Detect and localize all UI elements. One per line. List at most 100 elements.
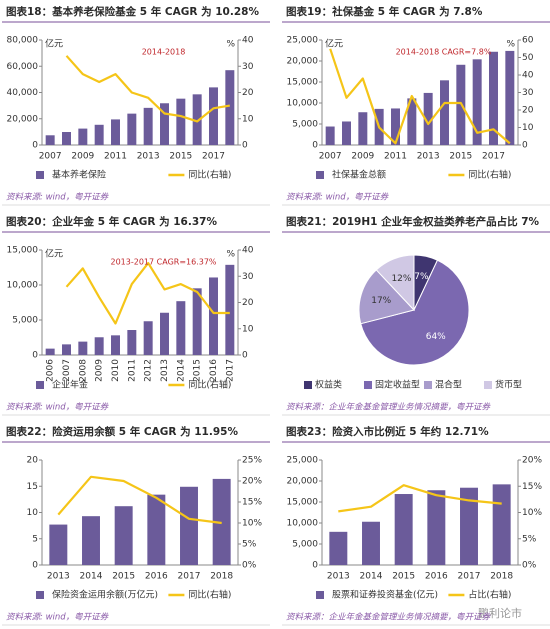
- x-tick-label: 2015: [169, 152, 192, 162]
- x-tick-label: 2015: [449, 152, 472, 162]
- bar: [192, 94, 202, 145]
- chart-title: 图表23：险资入市比例近 5 年约 12.71%: [286, 425, 489, 438]
- y2-tick-label: 10: [242, 324, 254, 334]
- y2-tick-label: 0: [242, 141, 248, 151]
- bar: [111, 119, 120, 145]
- bar: [45, 348, 55, 355]
- x-tick-label: 2013: [137, 152, 160, 162]
- legend-label: 基本养老保险: [52, 169, 106, 181]
- x-tick-label: 2012: [144, 359, 154, 382]
- x-tick-label: 2018: [210, 572, 233, 582]
- x-tick-label: 2015: [193, 359, 203, 382]
- y2-tick-label: 0%: [242, 561, 257, 571]
- bar: [192, 288, 202, 355]
- y2-tick-label: 40: [522, 71, 534, 81]
- x-tick-label: 2009: [71, 152, 94, 162]
- pie-slice: [375, 254, 415, 312]
- legend-swatch: [484, 381, 492, 389]
- legend-swatch: [36, 381, 44, 389]
- line-series: [65, 55, 230, 123]
- bar: [209, 87, 218, 145]
- legend-swatch: [364, 381, 372, 389]
- x-tick-label: 2009: [95, 359, 105, 382]
- x-tick-label: 2013: [160, 359, 170, 382]
- x-tick-label: 2017: [202, 152, 225, 162]
- y-tick-label: 80,000: [7, 36, 39, 46]
- x-tick-label: 2014: [176, 359, 186, 382]
- legend-label: 货币型: [495, 379, 522, 391]
- legend-label: 股票和证券投资基金(亿元): [332, 589, 438, 601]
- bar: [160, 312, 169, 355]
- x-tick-label: 2013: [327, 572, 350, 582]
- watermark: 鹏利论市: [478, 606, 522, 620]
- bar: [329, 531, 348, 565]
- bar: [342, 121, 351, 145]
- bar: [325, 126, 335, 145]
- y-unit: 亿元: [325, 38, 343, 50]
- bar: [180, 486, 198, 565]
- slice-label: 64%: [426, 332, 446, 342]
- x-tick-label: 2017: [482, 152, 505, 162]
- y2-tick-label: 0%: [522, 561, 537, 571]
- x-tick-label: 2009: [351, 152, 374, 162]
- legend-label: 企业年金: [52, 379, 88, 391]
- bar: [440, 80, 449, 145]
- y2-unit: %: [226, 40, 235, 50]
- y2-tick-label: 15%: [522, 482, 542, 492]
- bar: [423, 92, 433, 145]
- y2-tick-label: 10%: [522, 508, 542, 518]
- legend-swatch: [36, 171, 44, 179]
- y2-unit: %: [226, 250, 235, 260]
- y-tick-label: 60,000: [7, 62, 39, 72]
- bar: [460, 487, 478, 565]
- bar: [176, 301, 186, 355]
- bar: [225, 264, 235, 355]
- x-tick-label: 2014: [80, 572, 103, 582]
- legend-label: 混合型: [435, 379, 462, 391]
- x-tick-label: 2011: [384, 152, 407, 162]
- source-note: 资料来源: wind，粤开证券: [6, 192, 110, 203]
- x-tick-label: 2007: [62, 359, 72, 382]
- bar: [127, 330, 137, 355]
- annotation: 2014-2018: [142, 48, 186, 57]
- bar: [111, 335, 120, 355]
- legend-label: 同比(右轴): [468, 169, 511, 181]
- y-tick-label: 0: [32, 141, 38, 151]
- y-tick-label: 5: [32, 534, 38, 544]
- legend-label: 权益类: [315, 379, 342, 391]
- chart-title: 图表19：社保基金 5 年 CAGR 为 7.8%: [286, 5, 483, 18]
- source-note: 资料来源：企业年金基金管理业务情况摘要，粤开证券: [286, 612, 492, 623]
- legend-swatch: [304, 381, 312, 389]
- x-tick-label: 2010: [111, 359, 121, 382]
- y-unit: 亿元: [45, 38, 63, 50]
- chart-title: 图表22：险资运用余额 5 年 CAGR 为 11.95%: [6, 425, 238, 438]
- legend-label: 社保基金总额: [332, 169, 386, 181]
- y2-tick-label: 0: [522, 141, 528, 151]
- x-tick-label: 2015: [392, 572, 415, 582]
- x-tick-label: 2016: [209, 359, 219, 382]
- legend-label: 占比(右轴): [468, 589, 511, 601]
- line-series: [65, 262, 230, 325]
- y-tick-label: 40,000: [7, 88, 39, 98]
- x-tick-label: 2015: [112, 572, 135, 582]
- x-tick-label: 2013: [417, 152, 440, 162]
- y2-tick-label: 5%: [242, 540, 257, 550]
- bar: [489, 51, 498, 146]
- legend-swatch: [316, 171, 324, 179]
- bar: [143, 321, 153, 355]
- bar: [127, 113, 137, 145]
- bar: [147, 494, 166, 565]
- y2-tick-label: 20%: [242, 477, 262, 487]
- y-tick-label: 5,000: [292, 540, 318, 550]
- bar: [49, 524, 68, 565]
- x-tick-label: 2017: [178, 572, 201, 582]
- bar: [94, 124, 104, 145]
- x-tick-label: 2008: [78, 359, 88, 382]
- y2-tick-label: 20: [242, 298, 254, 308]
- source-note: 资料来源: wind，粤开证券: [6, 612, 110, 623]
- y2-tick-label: 0: [242, 351, 248, 361]
- y-tick-label: 20,000: [287, 57, 319, 67]
- y2-tick-label: 30: [242, 62, 254, 72]
- bar: [62, 344, 71, 355]
- y-unit: 亿元: [45, 248, 63, 260]
